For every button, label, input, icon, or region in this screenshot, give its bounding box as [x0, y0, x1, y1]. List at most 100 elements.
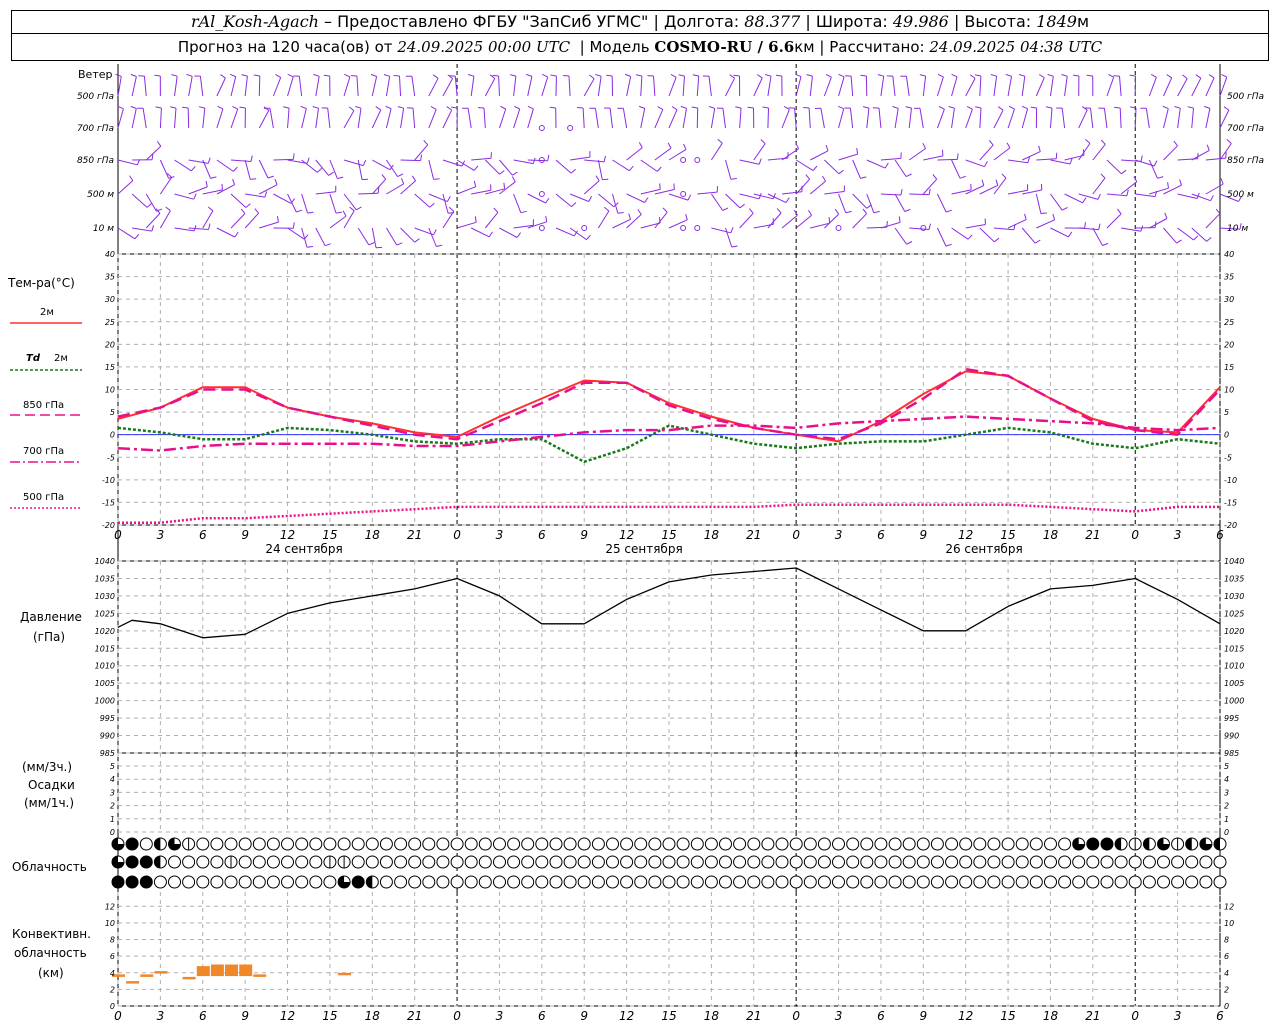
wind-barb	[936, 76, 944, 97]
wind-barb	[1205, 77, 1215, 97]
pressure-line	[117, 567, 1221, 639]
wind-barb-feather	[1140, 225, 1144, 232]
x-tick-label: 0	[453, 528, 461, 542]
cloud-symbol-half	[154, 856, 161, 868]
wind-barb	[399, 75, 402, 97]
wind-barb-feather	[355, 106, 362, 109]
wind-barb	[143, 76, 147, 97]
wind-barb-feather	[207, 157, 211, 164]
cloud-symbol	[945, 875, 959, 889]
wind-barb-feather	[995, 179, 999, 186]
x-tick-label: 12	[958, 528, 973, 542]
wind-barb	[356, 75, 359, 97]
wind-barb-feather	[198, 106, 205, 109]
wind-barb-feather	[186, 73, 193, 77]
cloud-symbol	[252, 855, 266, 869]
wind-barb-feather	[635, 74, 642, 77]
y-tick-label-right: 1020	[1224, 627, 1244, 636]
wind-barb-feather	[683, 143, 687, 150]
wind-barb	[188, 227, 209, 230]
wind-calm-marker	[538, 225, 545, 231]
wind-barb	[1219, 193, 1239, 202]
wind-barb-feather	[275, 73, 281, 78]
wind-barb	[315, 227, 326, 246]
cloud-symbol	[563, 875, 577, 889]
cloud-symbol	[408, 837, 422, 851]
cloud-symbol	[606, 855, 619, 869]
cloud-symbol	[634, 837, 648, 851]
model-label: Модель	[589, 38, 650, 56]
cloud-symbol	[309, 855, 323, 869]
wind-barb-feather	[845, 210, 852, 214]
wind-barb	[188, 76, 193, 97]
y-tick-label-right: 15	[1224, 363, 1234, 372]
wind-level-label-right: 500 м	[1227, 190, 1254, 200]
wind-barb-feather	[1084, 222, 1086, 229]
wind-barb-feather	[1197, 152, 1199, 159]
wind-barb	[527, 108, 534, 129]
wind-barb	[428, 159, 435, 180]
cloud-symbol	[1029, 855, 1043, 869]
wind-barb	[1163, 108, 1169, 129]
cloud-symbol	[1072, 875, 1086, 889]
cloud-symbol	[577, 875, 591, 889]
wind-barb-feather	[514, 105, 520, 110]
cloud-symbol	[733, 855, 747, 869]
wind-barb	[329, 193, 337, 214]
wind-barb	[922, 178, 938, 195]
wind-barb-feather	[1126, 189, 1129, 196]
wind-barb	[216, 159, 234, 172]
wind-barb	[979, 107, 982, 129]
wind-barb-feather	[685, 213, 688, 220]
calc-time: 24.09.2025 04:38 UTC	[929, 38, 1103, 56]
cloud-symbol-threequarter	[338, 876, 351, 888]
wind-barb	[216, 77, 226, 97]
wind-barb	[1177, 108, 1181, 129]
wind-barb	[923, 155, 944, 161]
cloud-symbol	[450, 837, 464, 851]
cloud-symbol	[789, 837, 803, 851]
y-tick-label-left: 15	[105, 363, 115, 372]
wind-barb	[936, 109, 945, 129]
wind-barb-feather	[860, 74, 867, 77]
cloud-symbol	[436, 875, 450, 889]
wind-barb-feather	[240, 208, 246, 214]
y-tick-label-right: 995	[1224, 714, 1239, 723]
wind-barb	[668, 193, 689, 201]
wind-barb	[145, 145, 162, 161]
cloud-symbol	[987, 837, 1001, 851]
cloud-symbol	[591, 875, 605, 889]
wind-barb-feather	[467, 74, 475, 77]
pressure-unit: (гПа)	[33, 630, 65, 644]
x-tick-label: 0	[1131, 1009, 1139, 1023]
cloud-symbol	[874, 837, 888, 851]
wind-barb-feather	[306, 246, 314, 248]
cloud-symbol	[1015, 855, 1029, 869]
x-tick-label: 3	[835, 528, 843, 542]
y-tick-label-left: 1020	[95, 627, 115, 636]
y-tick-label-left: 0	[110, 431, 115, 440]
wind-barb-feather	[129, 175, 134, 181]
cloud-symbol	[563, 855, 577, 869]
wind-barb	[1106, 77, 1115, 97]
wind-barb-feather	[1098, 223, 1101, 230]
wind-barb-feather	[1164, 212, 1168, 219]
wind-barb	[710, 193, 724, 211]
wind-barb-feather	[232, 178, 236, 185]
cloud-symbol	[1015, 875, 1029, 889]
cloud-symbol-half	[154, 838, 161, 850]
cloud-symbol	[252, 875, 266, 889]
wind-barb	[1103, 108, 1108, 129]
wind-barb	[795, 76, 802, 97]
y-tick-label-right: 3	[1224, 788, 1229, 797]
wind-barb-feather	[220, 74, 226, 79]
cloud-symbol	[1157, 855, 1170, 869]
y-tick-label-right: -10	[1224, 476, 1237, 485]
wind-barb	[1191, 227, 1207, 242]
wind-calm-marker	[567, 125, 574, 131]
cloud-symbol	[549, 875, 563, 889]
wind-barb-feather	[300, 105, 307, 109]
x-tick-label: 21	[407, 528, 422, 542]
lon-label: Долгота:	[663, 12, 740, 31]
wind-barb	[880, 157, 901, 161]
